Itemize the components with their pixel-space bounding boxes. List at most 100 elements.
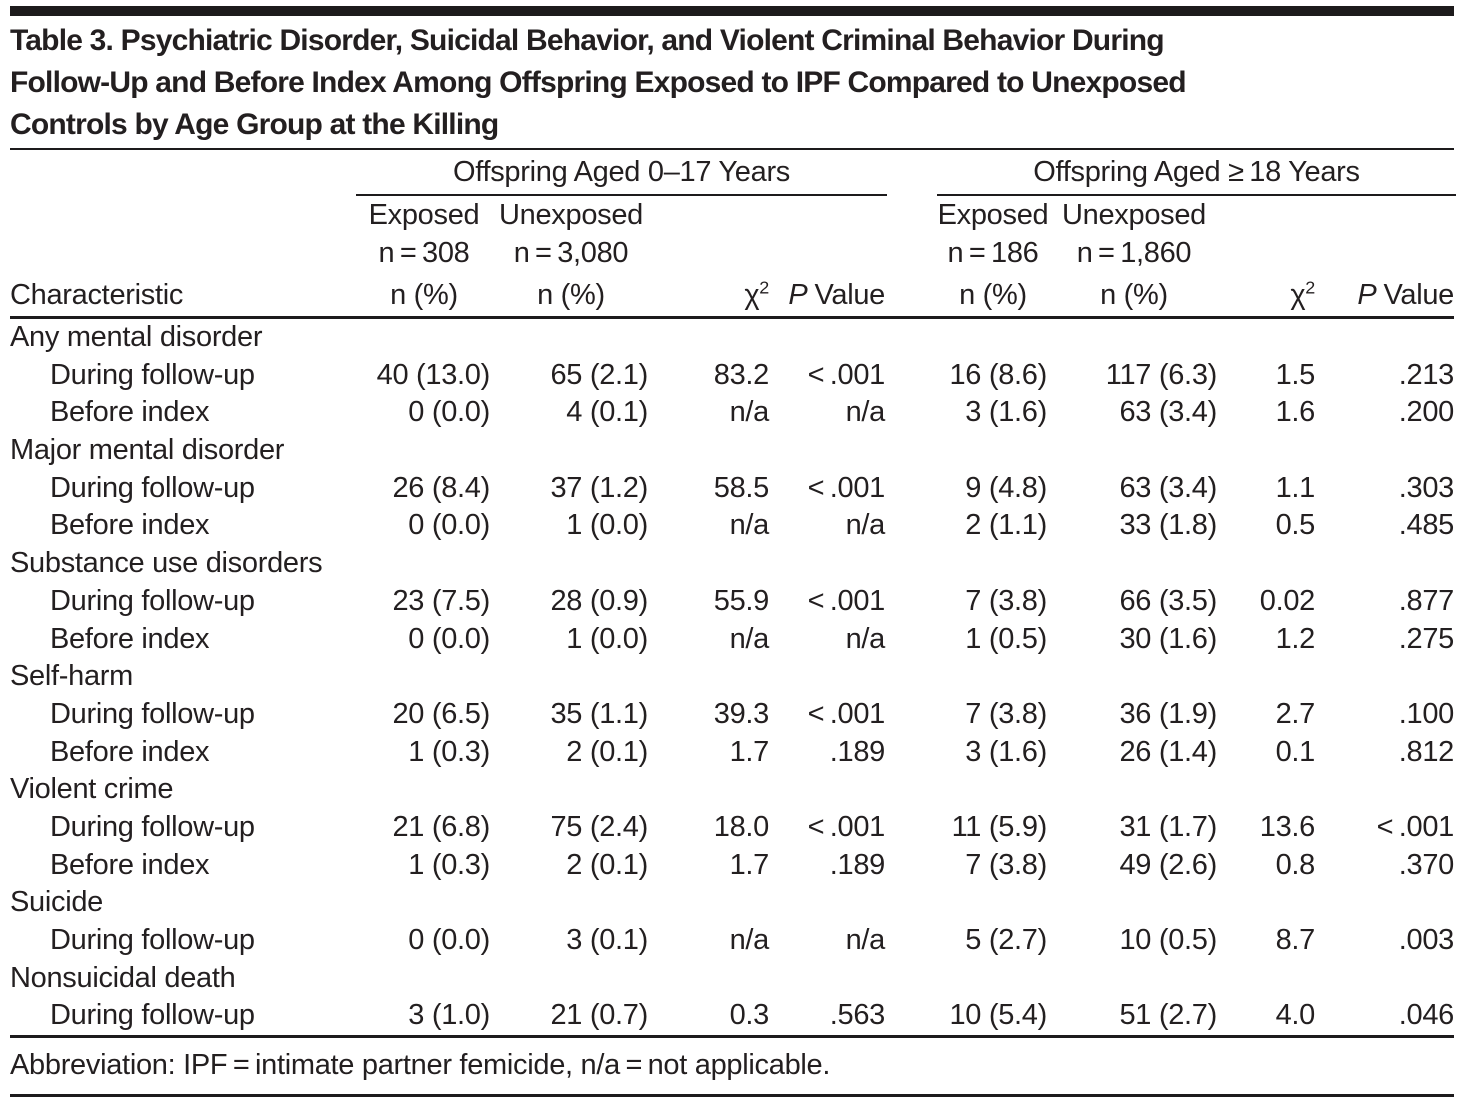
paper-table-figure: Table 3. Psychiatric Disorder, Suicidal … bbox=[0, 6, 1466, 1098]
section-label: Self-harm bbox=[10, 660, 133, 693]
value-cell: .213 bbox=[1398, 358, 1455, 391]
value-cell: 26 (8.4) bbox=[392, 471, 490, 504]
section-label: Substance use disorders bbox=[10, 547, 323, 580]
value-cell: 1 (0.5) bbox=[965, 622, 1047, 655]
data-row: During follow-up 40 (13.0) 65 (2.1) 83.2 < .… bbox=[10, 357, 1454, 395]
section-label: Major mental disorder bbox=[10, 434, 285, 467]
row-label: Before index bbox=[50, 622, 210, 655]
table-footnote: Abbreviation: IPF = intimate partner fem… bbox=[10, 1049, 831, 1082]
value-cell: 16 (8.6) bbox=[949, 358, 1047, 391]
value-cell: .877 bbox=[1398, 584, 1455, 617]
p-value-label: Value bbox=[814, 279, 885, 311]
value-cell: < .001 bbox=[807, 584, 886, 617]
column-header-npct-exposed-g1: n (%) bbox=[390, 279, 458, 311]
value-cell: < .001 bbox=[807, 358, 886, 391]
subheader-exposed-g2-label: Exposed bbox=[937, 199, 1049, 231]
row-label: During follow-up bbox=[50, 471, 255, 504]
subheader-unexposed-g1-label: Unexposed bbox=[498, 199, 643, 231]
data-row: During follow-up 21 (6.8) 75 (2.4) 18.0 < .0… bbox=[10, 809, 1454, 847]
row-label: Before index bbox=[50, 735, 210, 768]
value-cell: n/a bbox=[729, 924, 770, 956]
value-cell: 83.2 bbox=[713, 358, 770, 391]
row-label: Before index bbox=[50, 396, 210, 429]
bottom-rule bbox=[10, 1094, 1454, 1098]
subheader-unexposed-g2-n: n = 1,860 bbox=[1076, 237, 1192, 269]
value-cell: 0 (0.0) bbox=[408, 509, 490, 542]
value-cell: .812 bbox=[1398, 735, 1455, 768]
top-heavy-rule bbox=[10, 6, 1454, 16]
header-divider-rule bbox=[10, 316, 1454, 319]
value-cell: .370 bbox=[1398, 848, 1455, 881]
value-cell: n/a bbox=[845, 924, 886, 956]
value-cell: 21 (0.7) bbox=[550, 999, 648, 1032]
value-cell: 4.0 bbox=[1275, 999, 1316, 1032]
subheader-exposed-g1-n: n = 308 bbox=[378, 237, 470, 269]
section-label: Any mental disorder bbox=[10, 321, 263, 353]
value-cell: 10 (0.5) bbox=[1119, 924, 1217, 956]
subheader-unexposed-g1-n: n = 3,080 bbox=[513, 237, 629, 269]
table-title-line-2: Follow-Up and Before Index Among Offspri… bbox=[10, 66, 1187, 99]
value-cell: 75 (2.4) bbox=[550, 810, 648, 843]
value-cell: 3 (1.6) bbox=[965, 735, 1047, 768]
subheader-exposed-g2: Exposed n = 186 bbox=[937, 196, 1049, 272]
value-cell: 0 (0.0) bbox=[408, 622, 490, 655]
row-label: Before index bbox=[50, 509, 210, 542]
value-cell: 3 (0.1) bbox=[566, 924, 648, 956]
value-cell: 7 (3.8) bbox=[965, 584, 1047, 617]
data-row: During follow-up 20 (6.5) 35 (1.1) 39.3 < .0… bbox=[10, 696, 1454, 734]
value-cell: n/a bbox=[845, 396, 886, 429]
data-row: Before index 0 (0.0) 1 (0.0) n/a n/a 1 (0.5) 3… bbox=[10, 621, 1454, 659]
value-cell: 0.8 bbox=[1275, 848, 1316, 881]
value-cell: 65 (2.1) bbox=[550, 358, 648, 391]
value-cell: 63 (3.4) bbox=[1119, 471, 1217, 504]
value-cell: .303 bbox=[1398, 471, 1455, 504]
body-footnote-divider-rule bbox=[10, 1035, 1454, 1039]
value-cell: 33 (1.8) bbox=[1119, 509, 1217, 542]
row-label: During follow-up bbox=[50, 924, 255, 956]
section-row: Any mental disorder bbox=[10, 319, 1454, 357]
value-cell: 4 (0.1) bbox=[566, 396, 648, 429]
value-cell: 21 (6.8) bbox=[392, 810, 490, 843]
value-cell: 20 (6.5) bbox=[392, 697, 490, 730]
section-row: Suicide bbox=[10, 884, 1454, 922]
value-cell: 1.2 bbox=[1275, 622, 1316, 655]
table-body: Any mental disorder During follow-up 40 (1… bbox=[10, 319, 1454, 1035]
subheader-unexposed-g2: Unexposed n = 1,860 bbox=[1049, 196, 1219, 272]
data-row: During follow-up 3 (1.0) 21 (0.7) 0.3 .563 10… bbox=[10, 997, 1454, 1035]
value-cell: 66 (3.5) bbox=[1119, 584, 1217, 617]
subheader-unexposed-g1: Unexposed n = 3,080 bbox=[492, 196, 650, 272]
row-label: During follow-up bbox=[50, 358, 255, 391]
value-cell: 1 (0.3) bbox=[408, 848, 490, 881]
section-label: Suicide bbox=[10, 886, 104, 919]
section-row: Substance use disorders bbox=[10, 545, 1454, 583]
value-cell: 40 (13.0) bbox=[376, 358, 491, 391]
data-row: During follow-up 23 (7.5) 28 (0.9) 55.9 < .0… bbox=[10, 583, 1454, 621]
chi-symbol: χ bbox=[1290, 279, 1306, 311]
value-cell: 1 (0.0) bbox=[566, 622, 648, 655]
value-cell: 11 (5.9) bbox=[951, 810, 1048, 843]
value-cell: .100 bbox=[1398, 697, 1455, 730]
value-cell: 1.5 bbox=[1275, 358, 1316, 391]
section-label: Violent crime bbox=[10, 773, 174, 806]
subheader-unexposed-g2-label: Unexposed bbox=[1061, 199, 1206, 231]
value-cell: .003 bbox=[1398, 924, 1455, 956]
value-cell: 39.3 bbox=[713, 697, 770, 730]
value-cell: .046 bbox=[1398, 999, 1455, 1032]
value-cell: 63 (3.4) bbox=[1119, 396, 1217, 429]
p-value-label: Value bbox=[1383, 279, 1454, 311]
value-cell: .189 bbox=[829, 848, 886, 881]
group-header-aged-18plus: Offspring Aged ≥ 18 Years bbox=[937, 156, 1456, 196]
value-cell: 26 (1.4) bbox=[1119, 735, 1217, 768]
value-cell: n/a bbox=[845, 509, 886, 542]
subheader-exposed-g1: Exposed n = 308 bbox=[356, 196, 492, 272]
column-header-npct-exposed-g2: n (%) bbox=[959, 279, 1027, 311]
value-cell: 9 (4.8) bbox=[965, 471, 1047, 504]
value-cell: 49 (2.6) bbox=[1119, 848, 1217, 881]
value-cell: .485 bbox=[1398, 509, 1455, 542]
value-cell: < .001 bbox=[807, 697, 886, 730]
value-cell: 7 (3.8) bbox=[965, 697, 1047, 730]
p-symbol: P bbox=[788, 279, 808, 311]
value-cell: 0.02 bbox=[1259, 584, 1316, 617]
value-cell: 23 (7.5) bbox=[392, 584, 490, 617]
value-cell: 0.5 bbox=[1275, 509, 1316, 542]
